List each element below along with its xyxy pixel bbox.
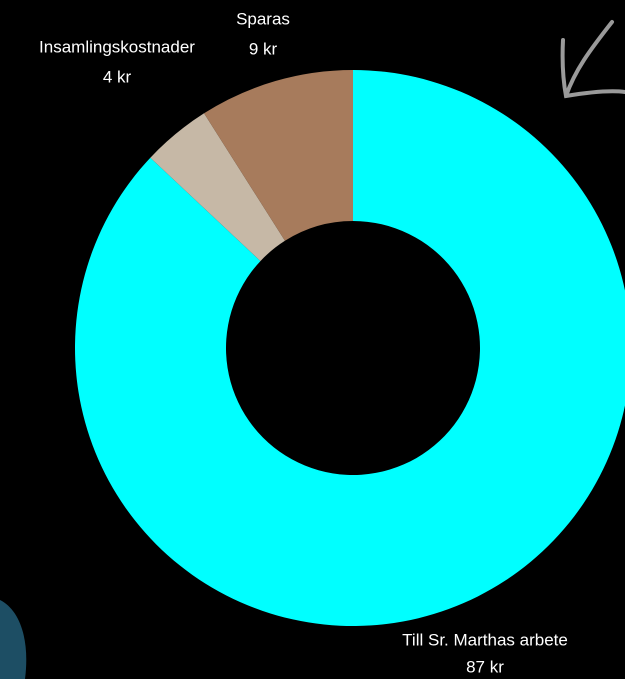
value-label: 87 kr <box>466 657 504 676</box>
segment-label: Sparas <box>236 9 290 28</box>
segment-label: Insamlingskostnader <box>39 37 195 56</box>
segment-label: Till Sr. Marthas arbete <box>402 630 568 649</box>
value-label: 9 kr <box>249 39 278 58</box>
page: Till Sr. Marthas arbete 87 kr Insamlingsko… <box>0 0 625 679</box>
value-label: 4 kr <box>103 67 132 86</box>
chart: Till Sr. Marthas arbete 87 kr Insamlingsko… <box>0 0 625 679</box>
